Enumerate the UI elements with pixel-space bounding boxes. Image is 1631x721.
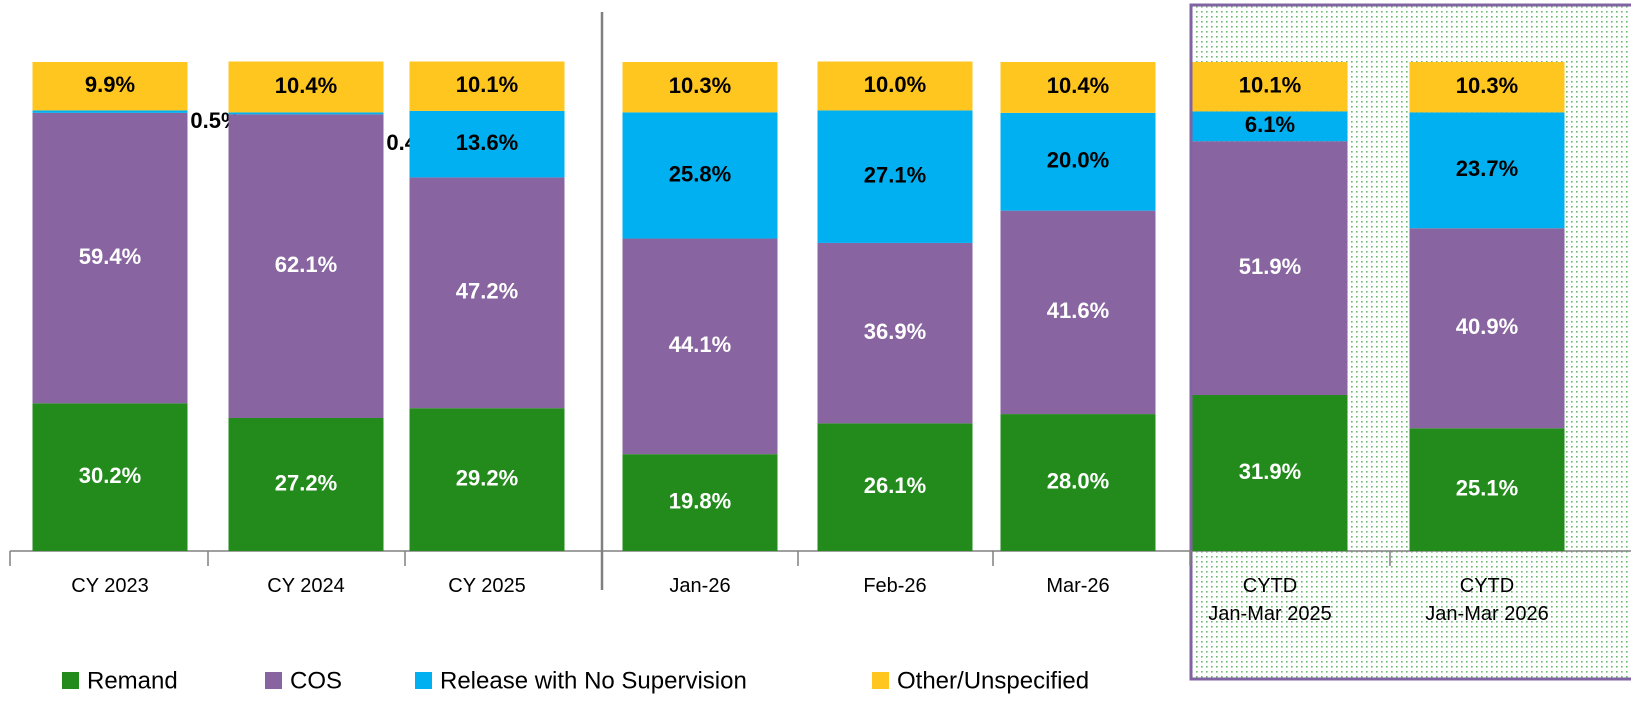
bar-segment — [622, 62, 778, 113]
value-label: 10.0% — [864, 72, 926, 97]
bar-segment — [32, 112, 188, 404]
bar-segment — [409, 61, 565, 111]
bar-segment — [622, 112, 778, 239]
x-tick-label: Feb-26 — [863, 575, 927, 597]
bar-segment — [1192, 395, 1348, 551]
value-label: 10.1% — [456, 72, 518, 97]
value-label: 47.2% — [456, 279, 518, 304]
value-label: 10.1% — [1239, 73, 1301, 98]
x-tick-label: Mar-26 — [1046, 575, 1110, 597]
bar-segment — [1409, 112, 1565, 229]
x-tick-label: CY 2025 — [448, 575, 526, 597]
value-label: 62.1% — [275, 252, 337, 277]
bar-segment — [32, 110, 188, 113]
legend-label: Remand — [87, 667, 178, 694]
value-label: 25.8% — [669, 161, 731, 186]
bar-segment — [228, 114, 384, 418]
bar-segment — [32, 62, 188, 111]
bar-segment — [228, 417, 384, 551]
value-label: 28.0% — [1047, 468, 1109, 493]
value-label: 10.4% — [1047, 73, 1109, 98]
bar-segment — [1409, 62, 1565, 113]
bar-segment — [1000, 414, 1156, 551]
value-label: 31.9% — [1239, 459, 1301, 484]
bar-segment — [1000, 62, 1156, 113]
legend-swatch — [265, 672, 282, 689]
x-tick-label: Jan-26 — [669, 575, 731, 597]
value-label: 36.9% — [864, 319, 926, 344]
bar-segment — [817, 242, 973, 424]
x-tick-label: CY 2023 — [71, 575, 149, 597]
value-label: 19.8% — [669, 488, 731, 513]
bar-segment — [817, 61, 973, 111]
value-label: 27.2% — [275, 470, 337, 495]
value-label: 27.1% — [864, 162, 926, 187]
value-label: 44.1% — [669, 332, 731, 357]
bar-segment — [228, 112, 384, 115]
value-label: 59.4% — [79, 244, 141, 269]
bar-segment — [32, 403, 188, 551]
bar-segment — [622, 454, 778, 551]
x-tick-label: CY 2024 — [267, 575, 345, 597]
legend-label: COS — [290, 667, 342, 694]
bar-segment — [622, 238, 778, 455]
bar-segment — [1192, 111, 1348, 142]
bar-segment — [1192, 141, 1348, 396]
value-label: 20.0% — [1047, 148, 1109, 173]
bar-segment — [228, 61, 384, 113]
value-label: 9.9% — [85, 72, 135, 97]
bar-segment — [817, 423, 973, 551]
value-label: 40.9% — [1456, 314, 1518, 339]
value-label: 10.3% — [1456, 73, 1518, 98]
bar-segment — [409, 177, 565, 409]
bar-segment — [1409, 428, 1565, 551]
bar-segment — [409, 110, 565, 178]
value-label: 23.7% — [1456, 156, 1518, 181]
value-label: 10.4% — [275, 73, 337, 98]
bar-segment — [1409, 228, 1565, 429]
value-label: 10.3% — [669, 73, 731, 98]
bar-segment — [1000, 210, 1156, 415]
legend-swatch — [415, 672, 432, 689]
value-label: 30.2% — [79, 463, 141, 488]
bar-segment — [409, 408, 565, 551]
value-label: 51.9% — [1239, 254, 1301, 279]
value-label: 13.6% — [456, 130, 518, 155]
bar-segment — [817, 110, 973, 243]
value-label: 6.1% — [1245, 112, 1295, 137]
value-label: 41.6% — [1047, 298, 1109, 323]
bar-segment — [1000, 112, 1156, 211]
value-label: 25.1% — [1456, 475, 1518, 500]
legend-swatch — [872, 672, 889, 689]
bar-segment — [1192, 62, 1348, 112]
legend-swatch — [62, 672, 79, 689]
legend-label: Release with No Supervision — [440, 667, 747, 694]
x-tick-label: CYTD Jan-Mar 2026 — [1425, 575, 1549, 625]
legend-label: Other/Unspecified — [897, 667, 1089, 694]
x-tick-label: CYTD Jan-Mar 2025 — [1208, 575, 1332, 625]
value-label: 26.1% — [864, 473, 926, 498]
value-label: 29.2% — [456, 465, 518, 490]
